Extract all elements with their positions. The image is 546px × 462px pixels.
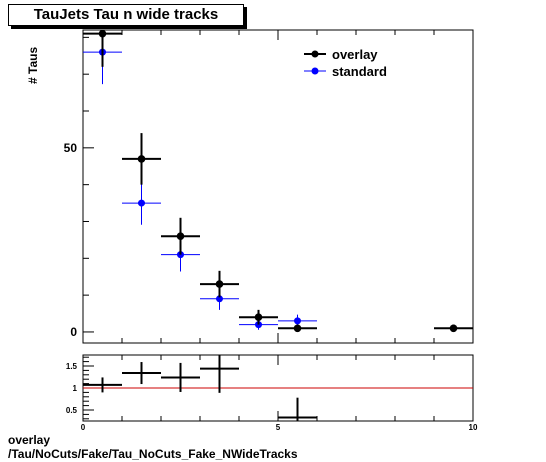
- overlay-point: [293, 324, 302, 333]
- overlay-point: [449, 324, 458, 333]
- standard-point: [138, 199, 145, 207]
- main-plot-frame: 0 50: [64, 29, 474, 344]
- ratio-y-tick-label: 1.5: [66, 362, 78, 371]
- ratio-y-tick-label: 0.5: [66, 406, 78, 415]
- overlay-point: [98, 29, 107, 38]
- footer-path: /Tau/NoCuts/Fake/Tau_NoCuts_Fake_NWideTr…: [8, 447, 298, 461]
- legend-label-overlay: overlay: [332, 47, 378, 62]
- main-y-tick-label: 0: [70, 325, 77, 339]
- overlay-point: [215, 280, 224, 288]
- standard-point: [294, 317, 301, 325]
- overlay-point: [254, 313, 263, 322]
- ratio-y-tick-label: 1: [73, 384, 78, 393]
- ratio-plot-frame: 0 5 10 0.5 1 1.5: [66, 354, 478, 432]
- ratio-x-tick-label: 0: [81, 423, 86, 432]
- overlay-point: [137, 155, 146, 163]
- plot-title: TauJets Tau n wide tracks: [8, 4, 244, 26]
- standard-point: [216, 295, 223, 303]
- main-y-tick-label: 50: [64, 141, 78, 155]
- legend-marker-standard: [311, 67, 319, 75]
- ratio-x-tick-label: 5: [276, 423, 281, 432]
- ratio-x-tick-label: 10: [469, 423, 478, 432]
- overlay-point: [176, 232, 185, 241]
- footer-label: overlay: [8, 433, 51, 447]
- legend-marker-overlay: [311, 50, 319, 58]
- legend-label-standard: standard: [332, 64, 387, 79]
- legend: overlay standard: [304, 47, 387, 79]
